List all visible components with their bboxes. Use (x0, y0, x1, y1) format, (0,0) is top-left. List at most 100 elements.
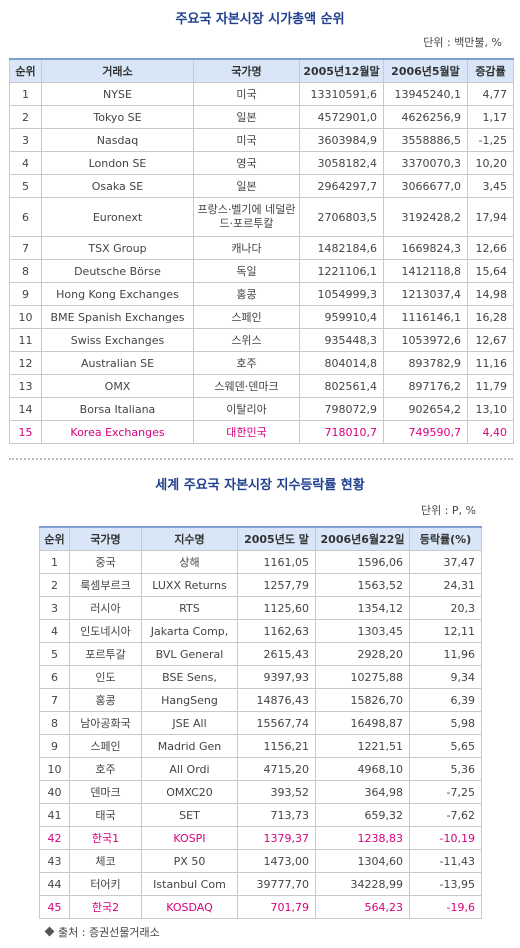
table-cell: 659,32 (315, 803, 410, 827)
table-cell: 덴마크 (69, 780, 142, 804)
table-cell: BME Spanish Exchanges (41, 305, 194, 329)
table-cell: 대한민국 (193, 420, 300, 444)
source-text: 출처 : 증권선물거래소 (58, 926, 160, 939)
table-row: 44 터어키 Istanbul Com 39777,70 34228,99 -13,95 (39, 872, 482, 896)
table-cell: 9397,93 (237, 665, 316, 689)
table-cell: Madrid Gen (141, 734, 238, 758)
table-row: 7 홍콩 HangSeng 14876,43 15826,70 6,39 (39, 688, 482, 712)
table-cell: 2 (39, 573, 70, 597)
table-cell: 1379,37 (237, 826, 316, 850)
table-cell: 42 (39, 826, 70, 850)
table-cell: 3192428,2 (383, 197, 468, 237)
table-cell: 13310591,6 (299, 82, 384, 106)
table-row: 10 BME Spanish Exchanges 스페인 959910,4 111614… (9, 305, 514, 329)
table-cell: 10275,88 (315, 665, 410, 689)
table-cell: NYSE (41, 82, 194, 106)
table-cell: 룩셈부르크 (69, 573, 142, 597)
table-cell: 24,31 (409, 573, 482, 597)
table-cell: 4 (9, 151, 42, 175)
table-cell: 스페인 (193, 305, 300, 329)
table-cell: 15826,70 (315, 688, 410, 712)
table-cell: 935448,3 (299, 328, 384, 352)
table-cell: 1304,60 (315, 849, 410, 873)
table-cell: 1669824,3 (383, 236, 468, 260)
table-cell: -11,43 (409, 849, 482, 873)
table-cell: 1238,83 (315, 826, 410, 850)
column-header: 2006년6월22일 (315, 526, 410, 551)
table-cell: OMXC20 (141, 780, 238, 804)
table-cell: 일본 (193, 105, 300, 129)
table-cell: 1563,52 (315, 573, 410, 597)
index-change-title: 세계 주요국 자본시장 지수등락률 현황 (155, 478, 365, 493)
table-cell: 1161,05 (237, 550, 316, 574)
table-cell: 1 (9, 82, 42, 106)
table-row: 1 중국 상해 1161,05 1596,06 37,47 (39, 550, 482, 574)
table-cell: 한국1 (69, 826, 142, 850)
column-header: 거래소 (41, 58, 194, 83)
column-header: 등락률(%) (409, 526, 482, 551)
table-cell: 11,96 (409, 642, 482, 666)
table-cell: 897176,2 (383, 374, 468, 398)
table-cell: 태국 (69, 803, 142, 827)
column-header: 국가명 (193, 58, 300, 83)
table-cell: 1,17 (467, 105, 514, 129)
table-cell: 43 (39, 849, 70, 873)
table-cell: 12,66 (467, 236, 514, 260)
table-row: 7 TSX Group 캐나다 1482184,6 1669824,3 12,66 (9, 236, 514, 260)
table-row: 3 Nasdaq 미국 3603984,9 3558886,5 -1,25 (9, 128, 514, 152)
table-cell: LUXX Returns (141, 573, 238, 597)
table-cell: -10,19 (409, 826, 482, 850)
table-cell: 6 (9, 197, 42, 237)
table-row: 40 덴마크 OMXC20 393,52 364,98 -7,25 (39, 780, 482, 804)
table-row: 15 Korea Exchanges 대한민국 718010,7 749590,7 4,4… (9, 420, 514, 444)
column-header: 2005년12월말 (299, 58, 384, 83)
table-cell: 15567,74 (237, 711, 316, 735)
table-cell: Jakarta Comp, (141, 619, 238, 643)
table-cell: 9 (9, 282, 42, 306)
table-cell: 959910,4 (299, 305, 384, 329)
table-cell: Australian SE (41, 351, 194, 375)
table-cell: 1221,51 (315, 734, 410, 758)
table-cell: JSE All (141, 711, 238, 735)
table-cell: 스웨덴·덴마크 (193, 374, 300, 398)
table-cell: Nasdaq (41, 128, 194, 152)
table-cell: HangSeng (141, 688, 238, 712)
table-cell: 1156,21 (237, 734, 316, 758)
table-cell: 15,64 (467, 259, 514, 283)
table-cell: 3603984,9 (299, 128, 384, 152)
table-cell: 15 (9, 420, 42, 444)
table-cell: 1162,63 (237, 619, 316, 643)
table-header-row: 순위 국가명 지수명 2005년도 말 2006년6월22일 등락률(%) (39, 526, 482, 551)
table-cell: 749590,7 (383, 420, 468, 444)
table-cell: 44 (39, 872, 70, 896)
table-cell: -7,25 (409, 780, 482, 804)
table-cell: 9 (39, 734, 70, 758)
table-row: 2 Tokyo SE 일본 4572901,0 4626256,9 1,17 (9, 105, 514, 129)
table-row: 3 러시아 RTS 1125,60 1354,12 20,3 (39, 596, 482, 620)
table-cell: 802561,4 (299, 374, 384, 398)
table-cell: 1054999,3 (299, 282, 384, 306)
index-change-table: 순위 국가명 지수명 2005년도 말 2006년6월22일 등락률(%) 1 중국 상해 11… (39, 526, 482, 919)
table-cell: RTS (141, 596, 238, 620)
table-cell: 5,65 (409, 734, 482, 758)
table-row: 11 Swiss Exchanges 스위스 935448,3 1053972,6 12,… (9, 328, 514, 352)
table-cell: Hong Kong Exchanges (41, 282, 194, 306)
table-row: 4 London SE 영국 3058182,4 3370070,3 10,20 (9, 151, 514, 175)
table-cell: Istanbul Com (141, 872, 238, 896)
table-cell: Borsa Italiana (41, 397, 194, 421)
table-cell: 11,16 (467, 351, 514, 375)
table-row: 13 OMX 스웨덴·덴마크 802561,4 897176,2 11,79 (9, 374, 514, 398)
column-header: 국가명 (69, 526, 142, 551)
table-row: 9 Hong Kong Exchanges 홍콩 1054999,3 1213037,4… (9, 282, 514, 306)
table-cell: 17,94 (467, 197, 514, 237)
table-cell: 프랑스·벨기에 네덜란드·포르투칼 (193, 197, 300, 237)
table-cell: 11 (9, 328, 42, 352)
table-cell: 6 (39, 665, 70, 689)
table-cell: 남아공화국 (69, 711, 142, 735)
table-row: 6 Euronext 프랑스·벨기에 네덜란드·포르투칼 2706803,5 31924… (9, 197, 514, 237)
table-cell: 2615,43 (237, 642, 316, 666)
table-cell: 중국 (69, 550, 142, 574)
table-cell: SET (141, 803, 238, 827)
table-cell: 12,11 (409, 619, 482, 643)
table-cell: 1125,60 (237, 596, 316, 620)
